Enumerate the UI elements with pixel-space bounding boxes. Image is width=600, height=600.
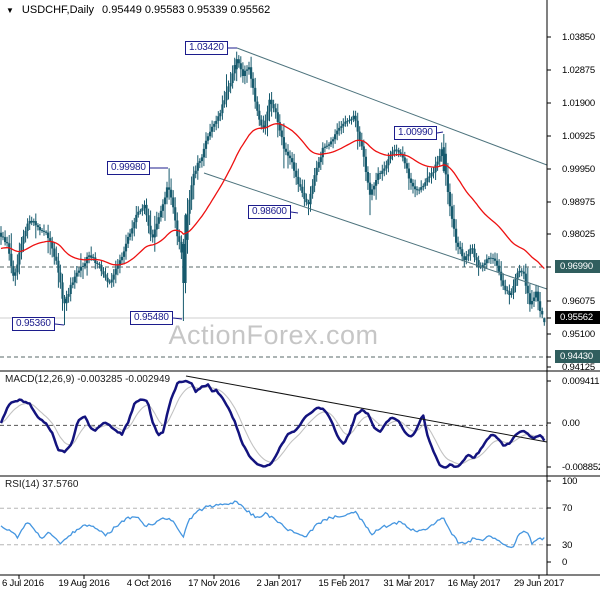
rsi-axis-label: 70: [562, 503, 573, 514]
date-axis-label: 29 Jun 2017: [513, 578, 565, 589]
price-badge: 0.96990: [555, 260, 600, 273]
price-axis-label: 1.01900: [562, 98, 595, 109]
symbol-period-label: USDCHF,Daily: [21, 4, 95, 16]
date-axis-label: 16 May 2017: [447, 578, 501, 589]
date-axis-label: 6 Jul 2016: [2, 578, 44, 589]
macd-indicator-label: MACD(12,26,9) -0.003285 -0.002949: [5, 374, 171, 385]
price-axis-label: 1.03850: [562, 32, 595, 43]
macd-axis-label: 0.00: [562, 418, 580, 429]
macd-axis-label: -0.008852: [562, 462, 600, 473]
price-axis-label: 0.95100: [562, 329, 595, 340]
macd-axis-label: 0.009411: [562, 376, 600, 387]
price-axis-label: 0.98025: [562, 229, 595, 240]
rsi-pane[interactable]: [0, 477, 547, 575]
date-axis-label: 31 Mar 2017: [383, 578, 435, 589]
price-axis-label: 1.00925: [562, 131, 595, 142]
chart-title-bar: ▼ USDCHF,Daily 0.95449 0.95583 0.95339 0…: [6, 4, 270, 16]
level-label-box: 0.95360: [12, 317, 55, 331]
price-badge: 0.95562: [555, 311, 600, 324]
price-axis-label: 0.98975: [562, 197, 595, 208]
level-label-box: 0.98600: [248, 205, 291, 219]
collapse-quote-icon[interactable]: ▼: [6, 5, 14, 15]
rsi-indicator-label: RSI(14) 37.5760: [5, 479, 79, 490]
date-axis-label: 15 Feb 2017: [318, 578, 370, 589]
rsi-axis-label: 100: [562, 476, 578, 487]
macd-pane[interactable]: [0, 372, 547, 476]
rsi-axis-label: 30: [562, 540, 573, 551]
price-badge: 0.94430: [555, 350, 600, 363]
level-label-box: 1.00990: [394, 126, 437, 140]
date-axis-label: 2 Jan 2017: [256, 578, 302, 589]
price-axis-label: 0.99950: [562, 164, 595, 175]
chart-plot-area[interactable]: [0, 0, 547, 371]
price-axis-label: 0.96075: [562, 296, 595, 307]
price-axis-label: 0.94125: [562, 362, 595, 373]
watermark: ActionForex.com: [168, 320, 379, 350]
level-label-box: 0.95480: [130, 311, 173, 325]
rsi-axis-label: 0: [562, 557, 568, 568]
price-axis[interactable]: [548, 0, 600, 575]
date-axis-label: 19 Aug 2016: [58, 578, 110, 589]
date-axis-label: 4 Oct 2016: [126, 578, 172, 589]
ohlc-quote: 0.95449 0.95583 0.95339 0.95562: [102, 4, 271, 16]
date-axis-label: 17 Nov 2016: [188, 578, 240, 589]
level-label-box: 0.99980: [107, 161, 150, 175]
price-axis-label: 1.02875: [562, 65, 595, 76]
level-label-box: 1.03420: [185, 41, 228, 55]
